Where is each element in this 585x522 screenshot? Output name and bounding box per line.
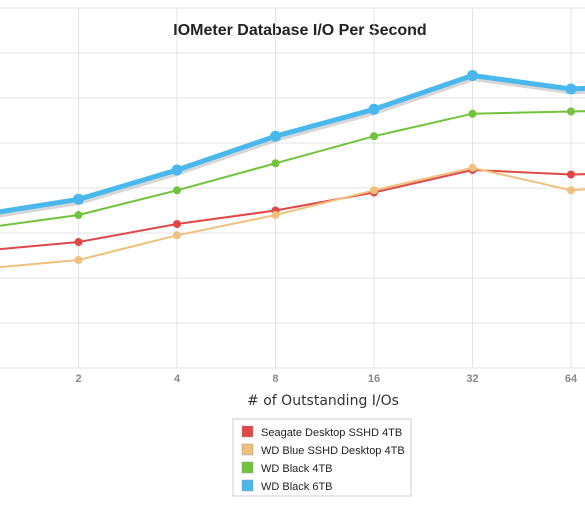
x-tick-label: 4 bbox=[174, 373, 181, 385]
legend-label: WD Black 6TB bbox=[261, 481, 333, 493]
data-point bbox=[370, 186, 378, 195]
data-point bbox=[74, 256, 83, 264]
series-wd-black-6tb bbox=[0, 70, 585, 218]
x-tick-labels: 2 4 8 16 32 64 bbox=[75, 373, 578, 385]
data-point bbox=[370, 132, 378, 141]
series-line bbox=[0, 73, 585, 215]
legend-swatch bbox=[241, 461, 254, 474]
data-point bbox=[74, 211, 83, 219]
data-point bbox=[468, 109, 477, 118]
data-point bbox=[368, 103, 380, 115]
series-wd-blue-sshd-desktop-4tb bbox=[0, 163, 585, 269]
x-tick-label: 64 bbox=[565, 373, 578, 385]
data-point bbox=[468, 163, 477, 172]
data-point bbox=[567, 170, 575, 179]
data-point bbox=[271, 159, 280, 168]
x-tick-label: 8 bbox=[272, 373, 278, 385]
series-line bbox=[0, 166, 585, 269]
data-point bbox=[567, 186, 575, 195]
data-point bbox=[73, 193, 84, 205]
series-wd-black-4tb bbox=[0, 107, 585, 227]
legend-label: WD Blue SSHD Desktop 4TB bbox=[261, 445, 405, 457]
legend-box bbox=[232, 418, 412, 497]
data-point bbox=[567, 107, 575, 116]
data-point bbox=[173, 186, 181, 195]
data-point bbox=[173, 220, 181, 228]
data-point bbox=[270, 130, 281, 142]
series-group bbox=[0, 70, 585, 269]
legend-label: Seagate Desktop SSHD 4TB bbox=[261, 427, 402, 439]
legend-label: WD Black 4TB bbox=[261, 463, 333, 475]
legend-swatch bbox=[241, 425, 254, 438]
data-point bbox=[565, 83, 577, 95]
series-line bbox=[0, 110, 585, 227]
data-point bbox=[74, 238, 83, 246]
legend: Seagate Desktop SSHD 4TB WD Blue SSHD Des… bbox=[232, 418, 412, 497]
chart-title: IOMeter Database I/O Per Second bbox=[173, 22, 426, 39]
data-point bbox=[271, 211, 280, 219]
data-point bbox=[171, 164, 183, 176]
x-tick-label: 16 bbox=[368, 373, 380, 385]
grid bbox=[0, 7, 585, 369]
x-axis-label: # of Outstanding I/Os bbox=[247, 393, 399, 409]
x-tick-label: 2 bbox=[75, 373, 81, 385]
legend-swatch bbox=[241, 479, 254, 492]
x-tick-label: 32 bbox=[466, 373, 478, 385]
series-line bbox=[0, 169, 585, 251]
legend-swatch bbox=[241, 443, 254, 456]
data-point bbox=[173, 231, 181, 240]
data-point bbox=[467, 70, 478, 81]
